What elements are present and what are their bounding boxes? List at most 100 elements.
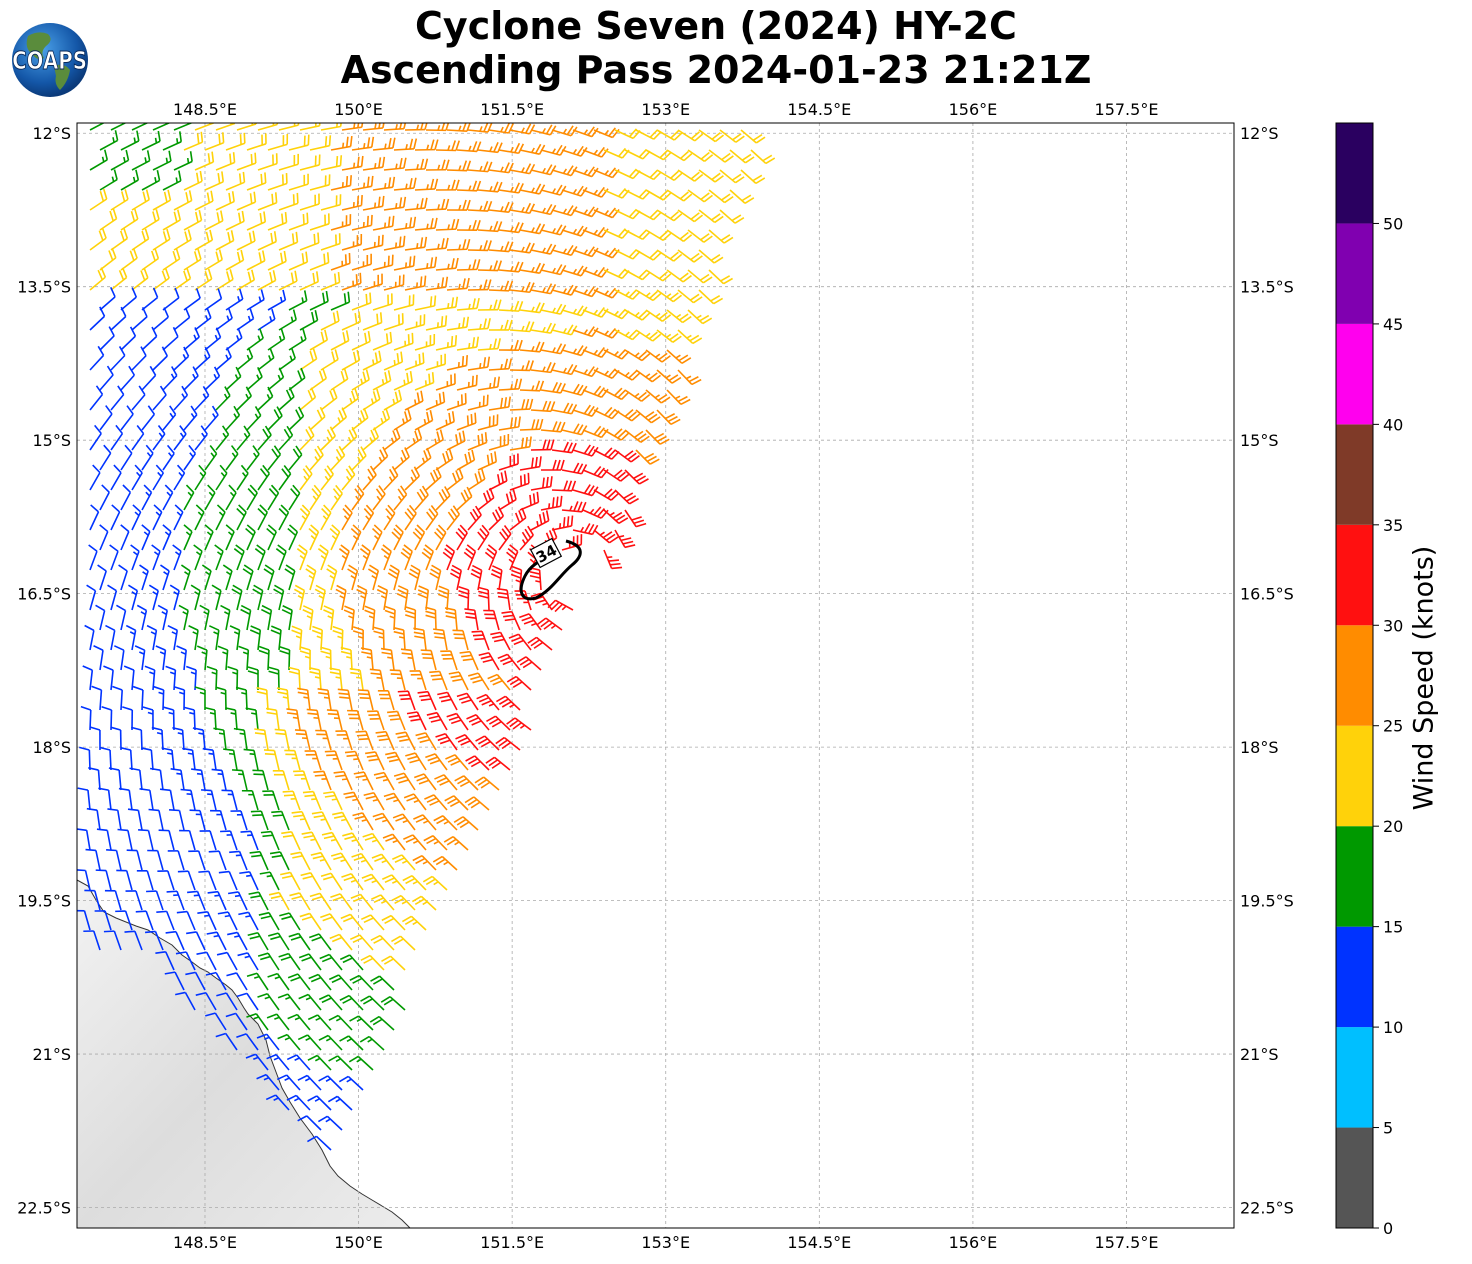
wind-barb	[276, 687, 290, 711]
wind-barb	[446, 238, 471, 251]
wind-barb	[254, 544, 266, 571]
wind-barb	[582, 266, 609, 278]
wind-barb	[204, 366, 221, 391]
wind-barb	[414, 409, 434, 431]
lat-tick-right: 18°S	[1240, 738, 1279, 757]
wind-barb	[204, 249, 223, 271]
wind-barb	[173, 190, 193, 211]
wind-barb	[477, 451, 498, 471]
wind-barb	[530, 439, 555, 451]
wind-barb	[359, 544, 371, 571]
wind-barb	[267, 173, 288, 191]
wind-barb	[666, 309, 692, 324]
wind-barb	[429, 670, 448, 691]
wind-barb	[540, 343, 567, 355]
wind-barb	[495, 736, 521, 751]
wind-barb	[314, 584, 326, 611]
wind-barb	[110, 464, 122, 491]
wind-barb	[112, 685, 123, 711]
lon-tick-top: 157.5°E	[1095, 100, 1159, 119]
wind-barb	[257, 153, 278, 171]
wind-barb	[110, 228, 129, 251]
wind-barb	[257, 123, 279, 131]
wind-barb	[341, 195, 363, 211]
wind-barb	[183, 209, 203, 231]
wind-barb	[267, 250, 287, 271]
lon-tick-bottom: 156°E	[949, 1233, 998, 1252]
wind-barb	[120, 248, 138, 271]
wind-barb	[183, 249, 202, 271]
wind-barb	[425, 159, 450, 171]
lat-tick-left: 12°S	[32, 124, 71, 143]
wind-barb	[488, 470, 508, 491]
wind-barb	[260, 604, 273, 631]
wind-barb	[267, 367, 285, 391]
wind-barb	[383, 235, 406, 251]
wind-barb	[194, 464, 207, 491]
wind-barb	[506, 544, 519, 571]
wind-barb	[270, 625, 282, 651]
wind-barb	[152, 385, 167, 411]
wind-barb	[341, 388, 360, 411]
wind-barb	[204, 132, 225, 151]
wind-barb	[299, 154, 321, 171]
wind-barb	[719, 129, 745, 143]
wind-barb	[540, 495, 563, 511]
wind-barb	[215, 308, 233, 331]
wind-barb	[383, 123, 407, 131]
wind-barb	[238, 645, 250, 671]
wind-barb	[488, 319, 513, 331]
wind-barb	[446, 277, 470, 291]
wind-barb	[120, 484, 132, 511]
wind-barb	[278, 348, 296, 371]
wind-barb	[425, 353, 446, 371]
wind-barb	[614, 449, 640, 463]
wind-barb	[698, 169, 724, 183]
wind-barb	[131, 726, 143, 751]
wind-barb	[467, 123, 493, 133]
wind-barb	[120, 444, 133, 471]
wind-barb	[173, 504, 184, 531]
wind-barb	[614, 529, 636, 549]
wind-barb	[516, 656, 542, 671]
wind-barb	[677, 289, 703, 304]
wind-barb	[263, 749, 280, 771]
wind-barb	[320, 465, 334, 491]
wind-barb	[484, 544, 498, 571]
wind-barb	[323, 605, 335, 631]
wind-barb	[351, 484, 365, 511]
wind-barb	[162, 484, 174, 511]
wind-barb	[498, 300, 524, 312]
wind-barb	[362, 273, 383, 291]
wind-barb	[324, 750, 343, 771]
wind-barb	[246, 484, 258, 511]
wind-barb	[435, 448, 454, 471]
wind-barb	[593, 529, 619, 544]
wind-barb	[393, 255, 416, 271]
wind-barb	[99, 130, 119, 151]
wind-barb	[173, 307, 191, 331]
wind-barb	[698, 129, 725, 143]
wind-barb	[362, 465, 377, 491]
wind-barb	[299, 387, 317, 411]
colorbar-bin	[1336, 926, 1373, 1028]
wind-barb	[274, 728, 290, 751]
wind-barb	[380, 647, 395, 671]
wind-barb	[110, 306, 127, 331]
wind-barb	[389, 669, 406, 691]
wind-barb	[99, 326, 115, 351]
lon-tick-top: 150°E	[334, 100, 383, 119]
wind-barb	[425, 123, 450, 132]
colorbar-tick: 40	[1383, 415, 1403, 434]
wind-barb	[417, 585, 430, 611]
wind-barb	[458, 585, 470, 611]
wind-barb	[194, 190, 214, 211]
lat-tick-right: 19.5°S	[1240, 892, 1294, 911]
wind-barb	[275, 544, 287, 571]
wind-barb	[152, 307, 170, 331]
wind-barb	[215, 347, 232, 371]
wind-barb	[369, 668, 385, 691]
wind-barb	[387, 564, 400, 591]
wind-barb	[519, 456, 542, 471]
wind-barb	[204, 327, 222, 351]
